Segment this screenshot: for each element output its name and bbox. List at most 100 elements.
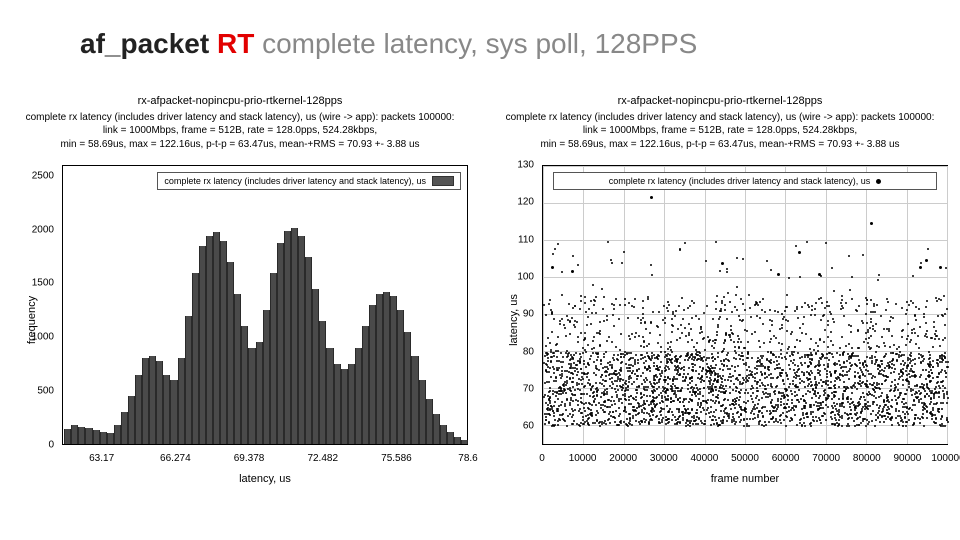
scatter-dot: [613, 325, 615, 327]
scatter-dot: [853, 404, 855, 406]
scatter-dot: [875, 387, 877, 389]
scatter-dot: [617, 389, 619, 391]
xtick: 80000: [853, 453, 881, 464]
scatter-dot: [891, 406, 893, 408]
scatter-dot: [740, 298, 742, 300]
scatter-dot: [717, 379, 719, 381]
scatter-dot: [628, 413, 630, 415]
scatter-legend-text: complete rx latency (includes driver lat…: [609, 176, 871, 186]
scatter-dot: [619, 378, 621, 380]
scatter-dot: [605, 375, 607, 377]
scatter-dot: [553, 368, 555, 370]
scatter-dot: [795, 245, 797, 247]
scatter-dot: [770, 269, 772, 271]
scatter-dot: [588, 379, 590, 381]
scatter-dot: [926, 411, 928, 413]
scatter-dot: [591, 312, 593, 314]
scatter-dot: [787, 378, 789, 380]
scatter-dot: [857, 372, 859, 374]
scatter-dot: [704, 423, 706, 425]
scatter-dot: [759, 420, 761, 422]
scatter-dot: [652, 414, 654, 416]
scatter-dot: [672, 390, 674, 392]
scatter-dot: [796, 339, 798, 341]
scatter-dot: [900, 420, 902, 422]
scatter-dot: [557, 350, 559, 352]
scatter-dot: [653, 362, 655, 364]
scatter-dot: [906, 367, 908, 369]
scatter-dot: [734, 346, 736, 348]
scatter-dot: [745, 364, 747, 366]
histogram-bar: [85, 428, 92, 444]
scatter-dot: [551, 311, 553, 313]
scatter-dot: [605, 423, 607, 425]
scatter-dot: [907, 323, 909, 325]
scatter-dot: [811, 397, 813, 399]
scatter-dot: [757, 304, 759, 306]
scatter-dot: [584, 349, 586, 351]
scatter-dot: [788, 386, 790, 388]
histogram-bar: [227, 262, 234, 444]
scatter-dot: [627, 317, 629, 319]
histogram-bar: [256, 342, 263, 444]
scatter-dot: [624, 304, 626, 306]
scatter-dot: [547, 337, 549, 339]
histogram-bar: [461, 440, 468, 444]
scatter-dot: [888, 401, 890, 403]
scatter-dot: [920, 362, 922, 364]
scatter-dots: [543, 166, 947, 444]
scatter-dot: [566, 350, 568, 352]
scatter-dot: [898, 396, 900, 398]
scatter-dot: [631, 424, 633, 426]
scatter-dot: [662, 319, 664, 321]
scatter-dot: [918, 308, 920, 310]
scatter-dot: [565, 392, 567, 394]
scatter-dot: [932, 377, 934, 379]
scatter-dot: [667, 348, 669, 350]
scatter-dot: [830, 331, 832, 333]
scatter-dot: [924, 395, 926, 397]
scatter-dot: [570, 367, 572, 369]
scatter-dot: [926, 417, 928, 419]
histogram-bar: [149, 356, 156, 444]
scatter-dot: [671, 411, 673, 413]
scatter-dot: [547, 404, 549, 406]
scatter-dot: [940, 371, 942, 373]
scatter-dot: [658, 311, 660, 313]
scatter-dot: [670, 341, 672, 343]
scatter-dot: [699, 393, 701, 395]
scatter-dot: [775, 337, 777, 339]
ytick: 80: [484, 346, 534, 357]
scatter-dot: [807, 304, 809, 306]
scatter-dot: [699, 388, 701, 390]
scatter-dot: [585, 402, 587, 404]
scatter-dot: [735, 358, 737, 360]
scatter-dot: [660, 392, 662, 394]
scatter-dot: [569, 404, 571, 406]
scatter-dot: [767, 368, 769, 370]
scatter-dot: [904, 416, 906, 418]
scatter-dot: [750, 388, 752, 390]
scatter-dot: [822, 407, 824, 409]
scatter-dot: [941, 408, 943, 410]
scatter-dot: [869, 405, 871, 407]
scatter-dot: [604, 411, 606, 413]
scatter-dot: [715, 364, 717, 366]
scatter-dot: [656, 325, 658, 327]
scatter-dot: [878, 372, 880, 374]
scatter-dot: [920, 262, 922, 264]
scatter-dot: [667, 395, 669, 397]
scatter-dot: [592, 340, 594, 342]
scatter-dot: [721, 302, 723, 304]
scatter-dot: [770, 383, 772, 385]
scatter-dot: [830, 381, 832, 383]
scatter-dot: [823, 364, 825, 366]
scatter-dot: [638, 368, 640, 370]
scatter-dot: [693, 387, 695, 389]
scatter-dot: [848, 425, 850, 427]
scatter-dot: [549, 397, 551, 399]
scatter-dot: [852, 385, 854, 387]
scatter-dot: [702, 395, 704, 397]
scatter-dot: [761, 397, 763, 399]
scatter-dot: [918, 347, 920, 349]
